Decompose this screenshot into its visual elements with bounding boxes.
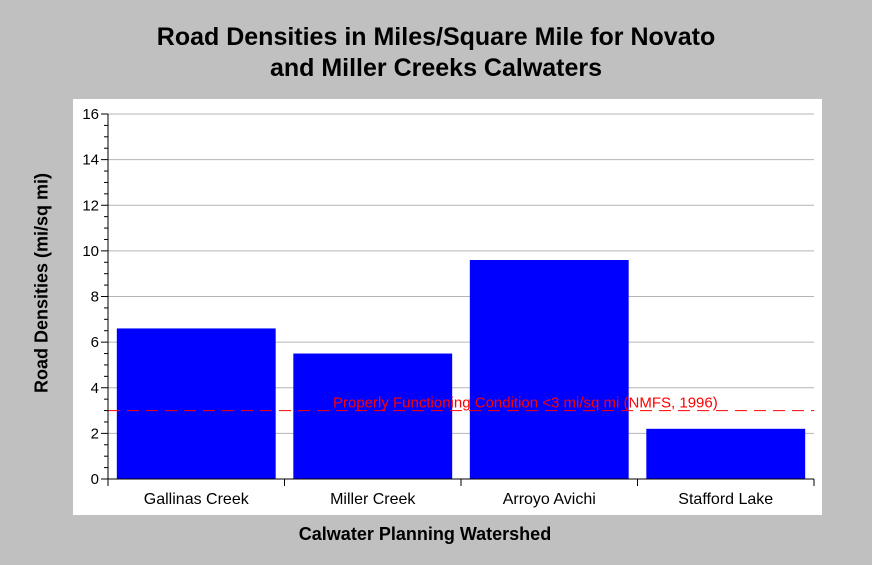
chart-title-line-2: and Miller Creeks Calwaters — [269, 54, 603, 82]
x-tick-label: Arroyo Avichi — [503, 491, 596, 508]
y-tick-label: 6 — [91, 334, 99, 351]
y-tick-label: 4 — [91, 380, 99, 397]
x-axis-label: Calwater Planning Watershed — [298, 524, 552, 544]
bar-miller-creek — [293, 353, 453, 479]
y-tick-label: 8 — [91, 289, 99, 306]
bar-stafford-lake — [646, 428, 806, 479]
x-tick-label: Stafford Lake — [678, 491, 773, 508]
reference-line-label: Properly Functioning Condition <3 mi/sq … — [333, 395, 718, 412]
x-tick-label: Miller Creek — [330, 491, 416, 508]
bar-gallinas-creek — [116, 328, 276, 479]
y-tick-label: 14 — [82, 152, 99, 169]
y-tick-label: 0 — [91, 471, 99, 488]
y-axis-label: Road Densities (mi/sq mi) — [31, 172, 52, 394]
y-tick-label: 16 — [82, 106, 99, 123]
y-tick-label: 10 — [82, 243, 99, 260]
chart-title-line-1: Road Densities in Miles/Square Mile for … — [156, 23, 716, 51]
bar-arroyo-avichi — [469, 260, 629, 479]
y-tick-label: 2 — [91, 425, 99, 442]
x-tick-label: Gallinas Creek — [144, 491, 250, 508]
chart-title: Road Densities in Miles/Square Mile for … — [0, 22, 872, 84]
y-tick-label: 12 — [82, 197, 99, 214]
